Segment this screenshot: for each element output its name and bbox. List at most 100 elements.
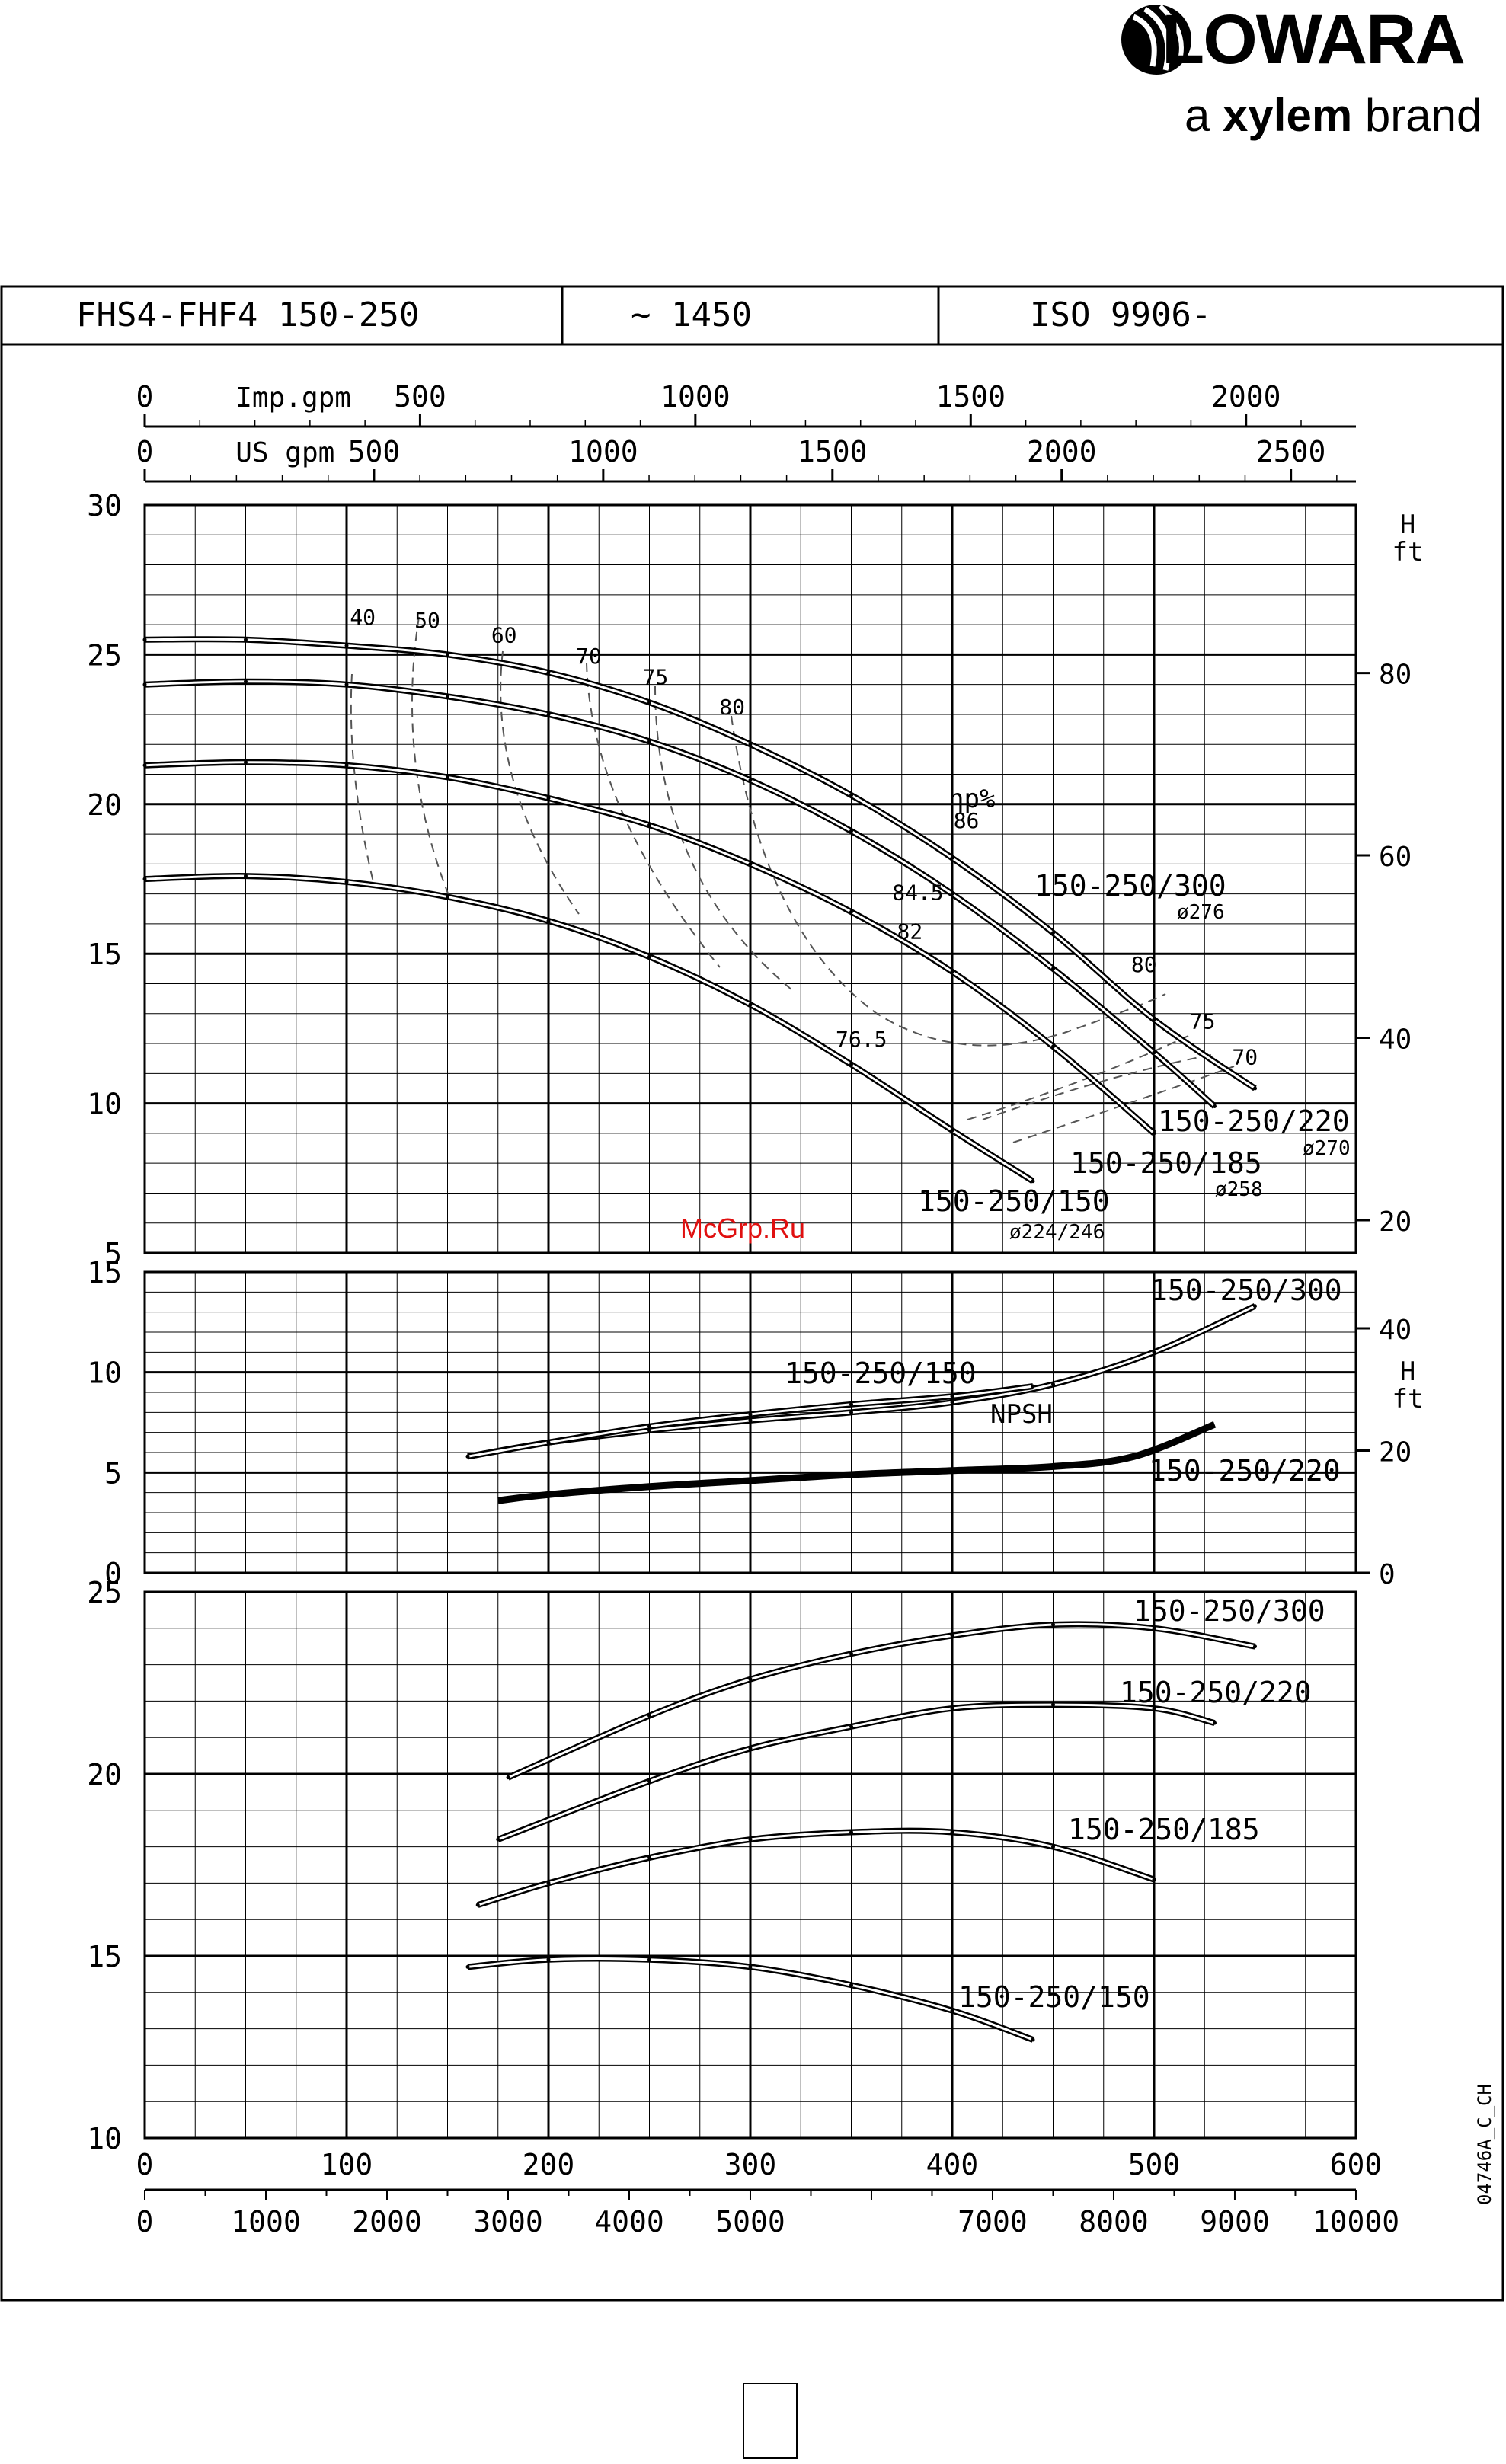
data-point (344, 763, 349, 768)
efficiency-isoline (982, 1054, 1212, 1120)
data-point (647, 1779, 651, 1784)
efficiency-isoline (586, 662, 721, 968)
data-point (1152, 1706, 1156, 1711)
right-axis-label: ft (1392, 537, 1424, 567)
data-point (506, 1775, 510, 1780)
top-axis-tick-label: 2000 (1211, 380, 1281, 414)
head-series-label: 150-250/220 (1158, 1104, 1350, 1138)
brand-logo (1112, 0, 1504, 160)
watermark: McGrp.Ru (680, 1213, 806, 1244)
head-series-diameter: ø258 (1215, 1178, 1263, 1201)
data-point (1051, 1382, 1055, 1386)
data-point (465, 1454, 470, 1459)
data-point (1213, 1104, 1217, 1109)
data-point (1213, 1721, 1217, 1725)
y-tick-label: 15 (87, 938, 122, 971)
right-tick-label: 80 (1379, 660, 1412, 691)
bottom-axis-tick-label: 5000 (715, 2205, 785, 2239)
data-point (546, 1881, 551, 1885)
data-point (1051, 1702, 1055, 1707)
y-tick-label: 20 (87, 788, 122, 822)
top-axis-tick-label: 500 (348, 435, 401, 468)
head-curve-150-250-150-inner (144, 874, 1034, 1182)
data-point (446, 895, 449, 900)
data-point (1152, 1050, 1156, 1055)
y-tick-label: 20 (87, 1758, 122, 1791)
bottom-axis-tick-label: 0 (136, 2205, 154, 2239)
npsh-series-label: 150-250/300 (1150, 1274, 1342, 1307)
top-axis-tick-label: 1500 (936, 380, 1006, 414)
right-axis-label: H (1400, 510, 1415, 540)
data-point (1031, 2037, 1035, 2042)
data-point (1152, 1131, 1156, 1136)
y-tick-label: 10 (87, 1357, 122, 1390)
head-curve-150-250-220-inner (144, 680, 1216, 1107)
right-tick-label: 60 (1379, 842, 1412, 873)
data-point (647, 1957, 651, 1962)
data-point (849, 1983, 853, 1987)
bottom-axis-tick-label: 4000 (594, 2205, 664, 2239)
data-point (446, 775, 449, 779)
data-point (748, 861, 753, 866)
data-point (1051, 967, 1055, 971)
efficiency-label: 75 (643, 665, 669, 690)
data-point (496, 1837, 500, 1842)
top-axis-tick-label: 2000 (1027, 435, 1097, 468)
data-point (1152, 1878, 1156, 1882)
top-axis-name: Imp.gpm (235, 382, 351, 414)
data-point (1253, 1304, 1257, 1309)
top-axis-tick-label: 1000 (660, 380, 731, 414)
data-point (748, 1747, 753, 1751)
efficiency-isoline (967, 1035, 1189, 1120)
data-point (1253, 1086, 1257, 1091)
head-series-label: 150-250/185 (1070, 1146, 1262, 1180)
lowara-swirl-icon (1121, 4, 1191, 75)
data-point (244, 638, 248, 642)
head-series-label: 150-250/300 (1034, 869, 1226, 903)
data-point (950, 892, 954, 896)
efficiency-label: 50 (414, 608, 440, 633)
data-point (344, 682, 349, 687)
npsh-chart: 0 5 10 15 0 20 40 Hft 150-250/300 150-250/150 150-… (87, 1256, 1423, 1590)
efficiency-label: 80 (1131, 952, 1157, 977)
data-point (142, 877, 147, 881)
page-marker (743, 2383, 798, 2459)
data-point (1031, 1384, 1035, 1389)
data-point (950, 1830, 954, 1834)
npsh-label: NPSH (990, 1399, 1053, 1430)
efficiency-label: 75 (1190, 1008, 1216, 1034)
data-point (849, 1063, 853, 1067)
head-series-diameter: ø270 (1303, 1137, 1351, 1160)
y-tick-label: 15 (87, 1256, 122, 1290)
y-tick-label: 10 (87, 1088, 122, 1121)
header-model: FHS4-FHF4 150-250 (76, 296, 419, 334)
data-point (950, 1400, 954, 1405)
efficiency-label: 70 (576, 644, 602, 669)
x-tick-label: 500 (1128, 2148, 1181, 2181)
data-point (950, 1394, 954, 1398)
power-series-label: 150-250/220 (1120, 1676, 1312, 1709)
data-point (546, 1957, 551, 1962)
efficiency-label: 60 (491, 623, 517, 648)
data-point (465, 1964, 470, 1969)
data-point (647, 954, 651, 959)
data-point (748, 1677, 753, 1682)
data-point (950, 2009, 954, 2013)
data-point (748, 1964, 753, 1969)
data-point (950, 856, 954, 861)
data-point (1051, 1622, 1055, 1627)
npsh-curve-150-250-220 (497, 1421, 1217, 1504)
head-series-label: 150-250/150 (918, 1184, 1110, 1218)
efficiency-isoline (350, 673, 374, 883)
data-point (748, 1412, 753, 1417)
right-tick-label: 0 (1379, 1559, 1396, 1590)
bottom-axis-tick-label: 1000 (231, 2205, 301, 2239)
data-point (446, 652, 449, 657)
head-curve-150-250-300-inner (144, 638, 1256, 1090)
data-point (748, 1837, 753, 1842)
data-point (849, 1410, 853, 1414)
y-tick-label: 5 (104, 1237, 122, 1270)
document-code: 04746A_C_CH (1474, 2084, 1495, 2205)
data-point (849, 909, 853, 914)
